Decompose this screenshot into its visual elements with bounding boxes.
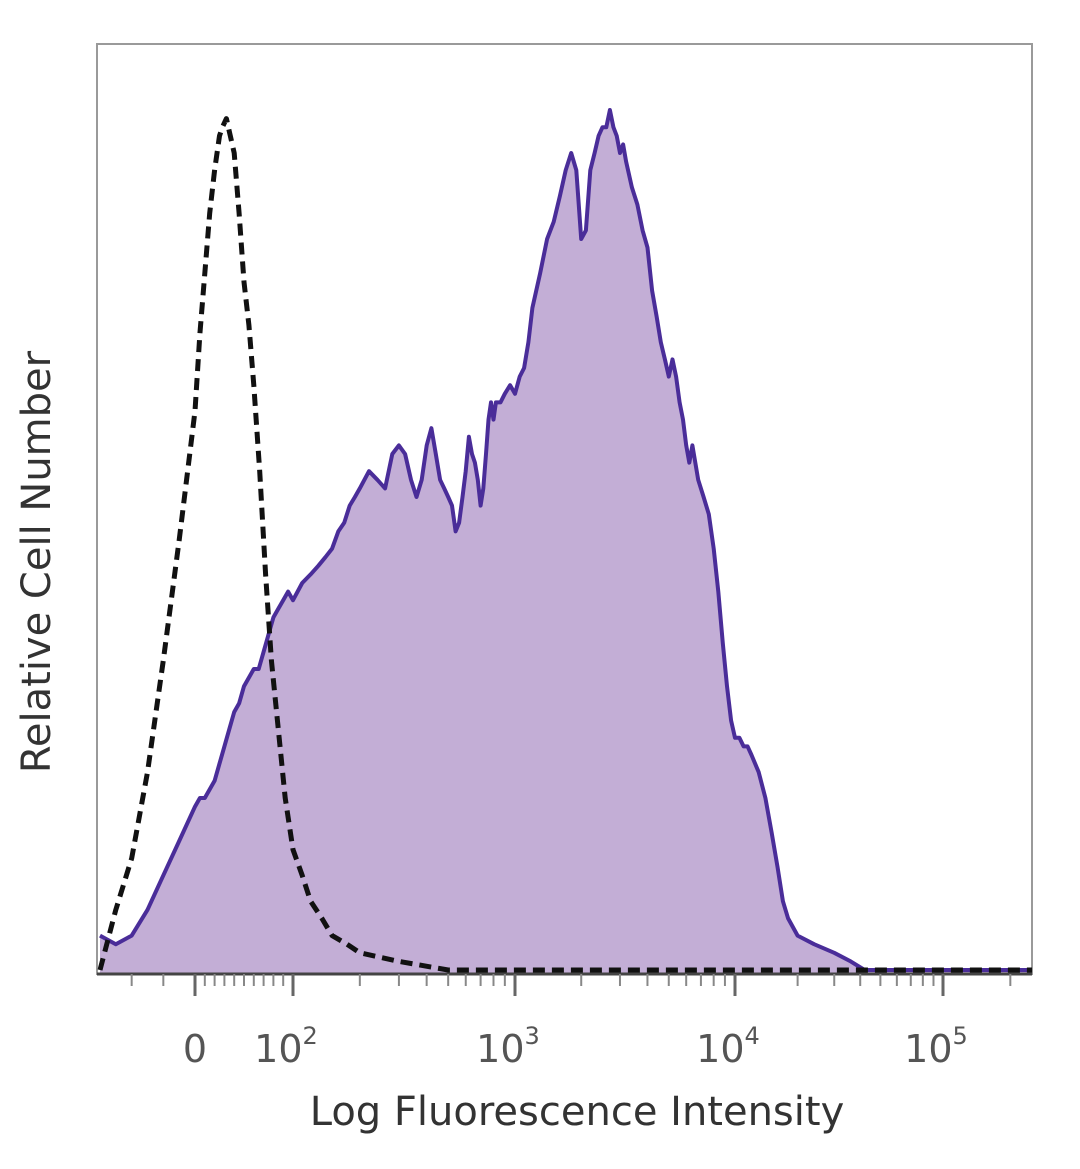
x-tick-label: 103: [476, 1022, 540, 1071]
x-tick-label: 102: [254, 1022, 318, 1071]
x-tick-label: 104: [696, 1022, 760, 1071]
x-axis: [97, 972, 1032, 996]
x-tick-label: 0: [183, 1027, 207, 1071]
series-layer: [97, 108, 1032, 974]
sample-histogram-line: [99, 108, 1032, 972]
sample-histogram-fill: [100, 110, 1032, 974]
control-histogram-dashed-line: [97, 116, 1032, 973]
y-axis-title: Relative Cell Number: [14, 350, 60, 773]
x-tick-label: 105: [904, 1022, 968, 1071]
x-axis-title: Log Fluorescence Intensity: [310, 1089, 845, 1135]
x-tick-labels: 0 102 103 104 105: [183, 1022, 968, 1071]
